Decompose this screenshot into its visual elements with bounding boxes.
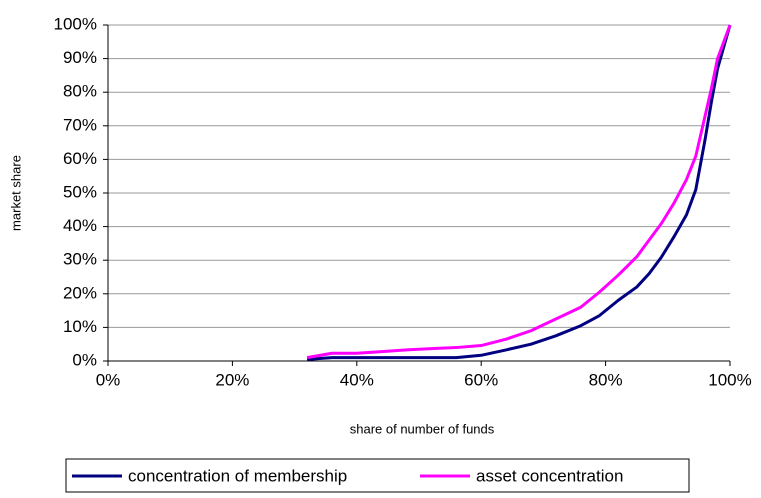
x-tick-label: 20% bbox=[215, 370, 249, 389]
y-tick-label: 80% bbox=[63, 82, 97, 101]
legend-label: asset concentration bbox=[476, 466, 623, 485]
y-tick-label: 60% bbox=[63, 149, 97, 168]
x-tick-label: 0% bbox=[96, 370, 121, 389]
x-axis-label: share of number of funds bbox=[350, 421, 495, 436]
y-tick-label: 0% bbox=[72, 350, 97, 369]
x-tick-label: 40% bbox=[340, 370, 374, 389]
series-line bbox=[306, 24, 732, 361]
y-tick-label: 50% bbox=[63, 182, 97, 201]
x-tick-label: 80% bbox=[589, 370, 623, 389]
x-tick-label: 100% bbox=[708, 370, 751, 389]
y-tick-label: 70% bbox=[63, 115, 97, 134]
y-tick-label: 30% bbox=[63, 250, 97, 269]
y-tick-label: 10% bbox=[63, 317, 97, 336]
series-line bbox=[306, 24, 732, 360]
y-tick-label: 40% bbox=[63, 216, 97, 235]
y-tick-label: 90% bbox=[63, 48, 97, 67]
x-tick-label: 60% bbox=[464, 370, 498, 389]
legend-label: concentration of membership bbox=[128, 466, 347, 485]
legend-box bbox=[65, 458, 690, 493]
y-tick-label: 20% bbox=[63, 283, 97, 302]
y-tick-label: 100% bbox=[54, 14, 97, 33]
y-axis-label: market share bbox=[8, 155, 23, 231]
